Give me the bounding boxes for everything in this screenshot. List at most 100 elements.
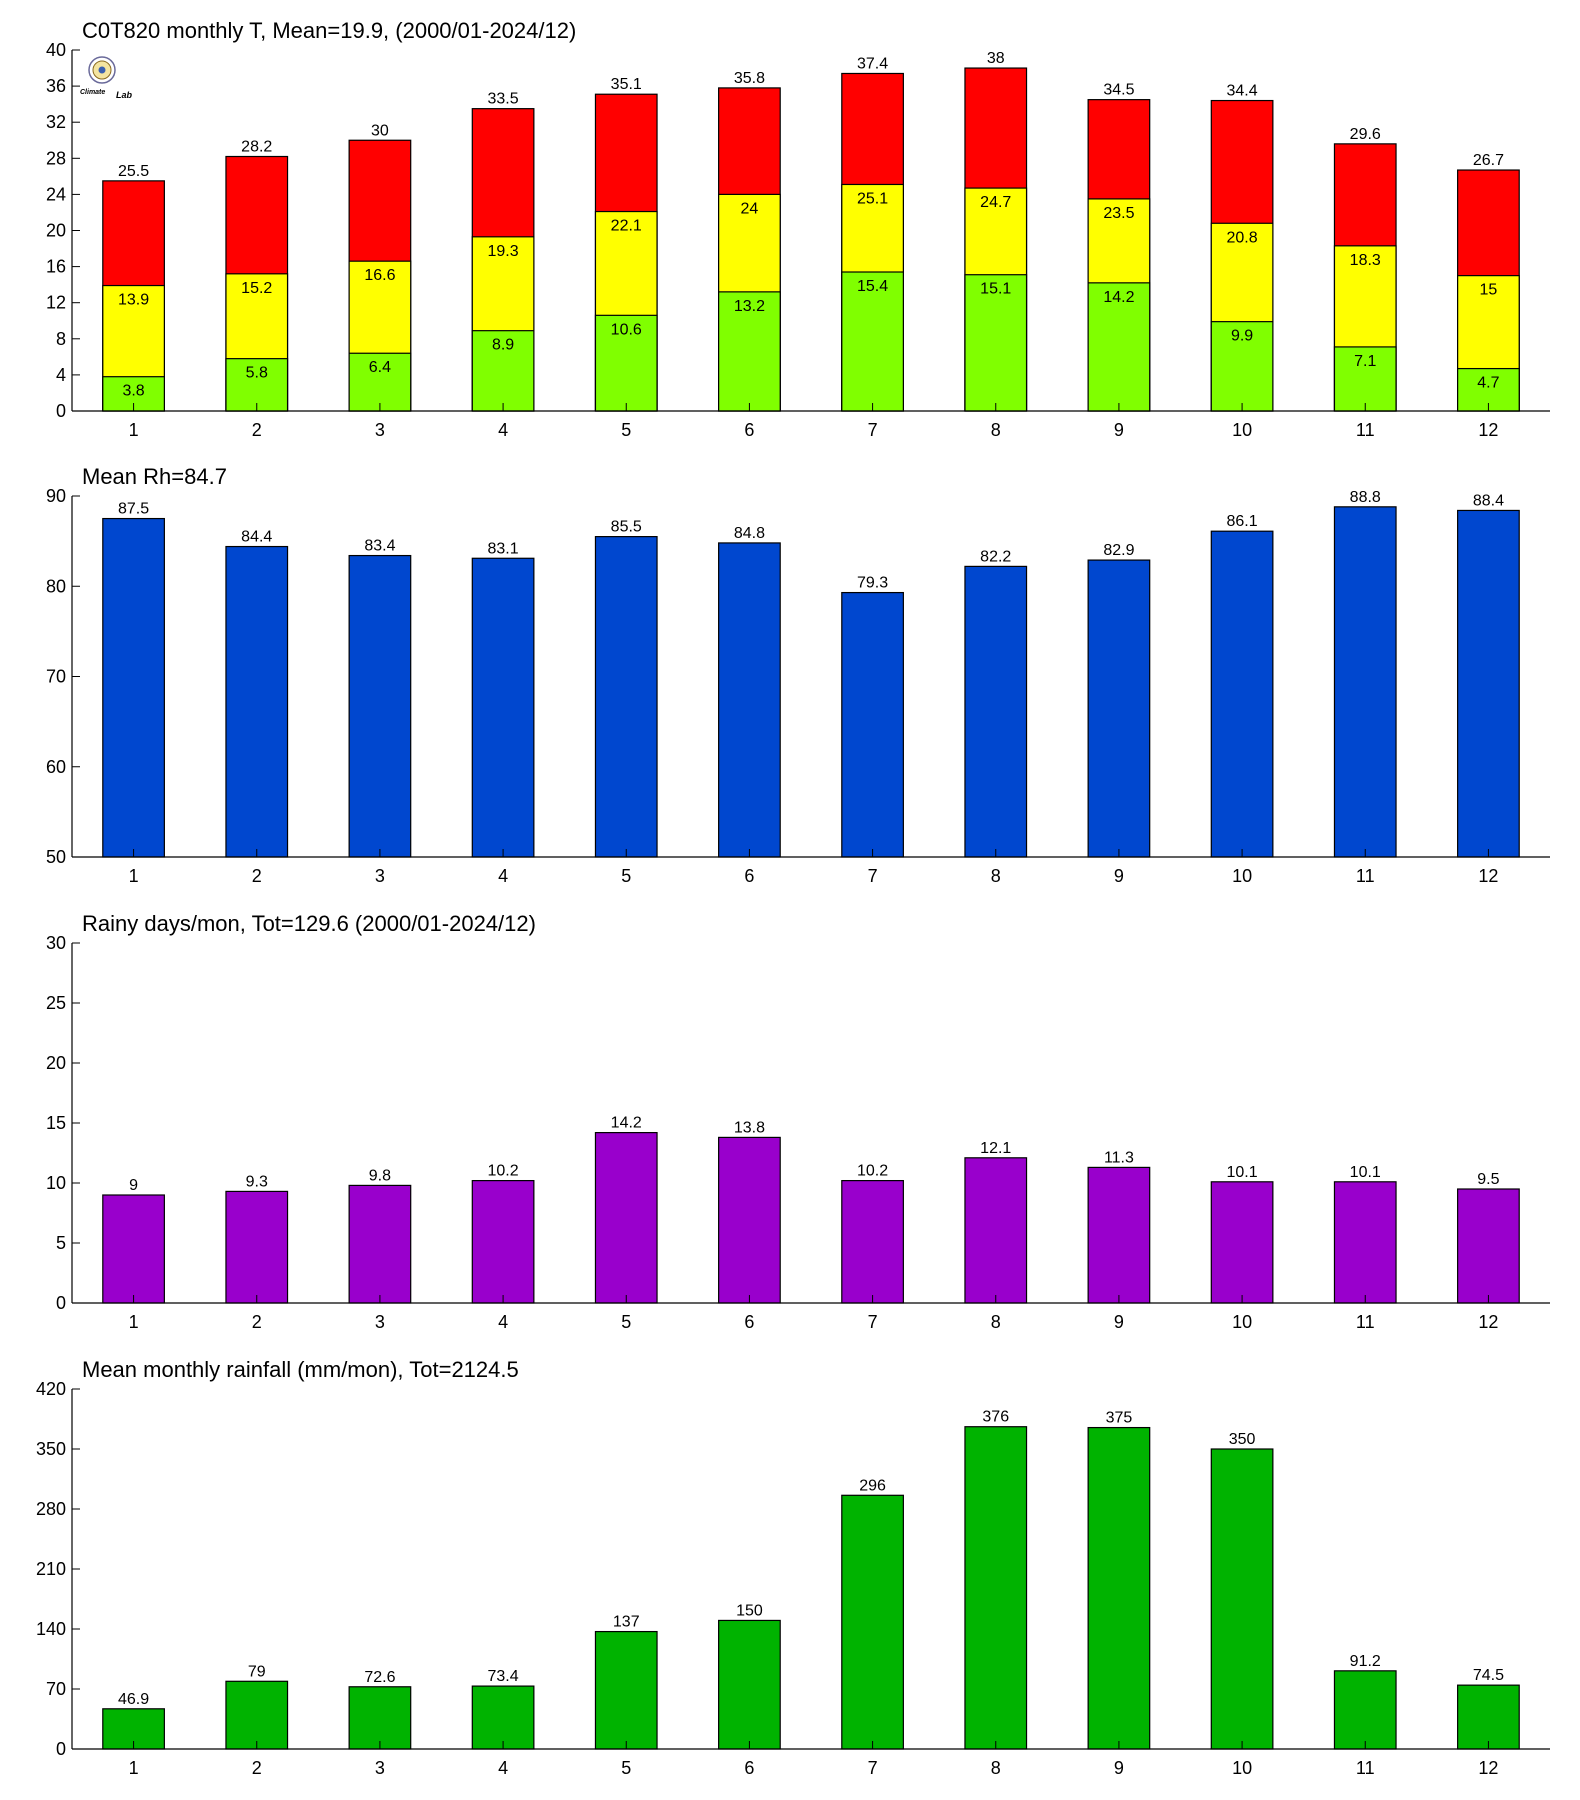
humidity-value-label-s0-m1: 87.5: [118, 501, 149, 518]
temperature-value-label-s2-m11: 7.1: [1354, 353, 1376, 370]
rainfall-xtick-label: 6: [744, 1758, 754, 1778]
humidity-xtick-label: 9: [1114, 866, 1124, 886]
temperature-bar-s2-m4: [471, 330, 535, 412]
temperature-xtick-label: 4: [498, 420, 508, 440]
rainfall-value-label-s0-m3: 72.6: [364, 1669, 395, 1686]
rainfall-chart: Mean monthly rainfall (mm/mon), Tot=2124…: [36, 1357, 1550, 1778]
temperature-value-label-s0-m2: 28.2: [241, 139, 272, 156]
temperature-value-label-s0-m1: 25.5: [118, 163, 149, 180]
temperature-ytick-label: 32: [46, 112, 66, 132]
rainy-days-value-label-s0-m4: 10.2: [488, 1163, 519, 1180]
temperature-ytick-label: 12: [46, 293, 66, 313]
rainy-days-value-label-s0-m2: 9.3: [246, 1173, 268, 1190]
humidity-value-label-s0-m2: 84.4: [241, 529, 272, 546]
temperature-bar-s2-m9: [1087, 282, 1151, 412]
rainy-days-xtick-label: 4: [498, 1312, 508, 1332]
rainy-days-bar-s0-m12: [1457, 1188, 1520, 1304]
temperature-value-label-s1-m10: 20.8: [1227, 229, 1258, 246]
temperature-bar-s2-m5: [594, 314, 658, 412]
temperature-value-label-s1-m3: 16.6: [364, 267, 395, 284]
temperature-value-label-s1-m8: 24.7: [980, 194, 1011, 211]
temperature-value-label-s1-m5: 22.1: [611, 218, 642, 235]
humidity-xtick-label: 2: [252, 866, 262, 886]
rainfall-xtick-label: 7: [868, 1758, 878, 1778]
temperature-value-label-s0-m7: 37.4: [857, 55, 888, 72]
rainy-days-xtick-label: 8: [991, 1312, 1001, 1332]
humidity-bar-s0-m9: [1087, 559, 1151, 858]
temperature-xtick-label: 11: [1356, 420, 1375, 440]
rainfall-bar-s0-m4: [471, 1685, 535, 1750]
humidity-xtick-label: 3: [375, 866, 385, 886]
rainfall-bar-s0-m2: [225, 1680, 289, 1750]
rainfall-value-label-s0-m1: 46.9: [118, 1691, 149, 1708]
temperature-value-label-s2-m5: 10.6: [611, 321, 642, 338]
rainy-days-bar-s0-m7: [841, 1179, 904, 1304]
temperature-value-label-s2-m4: 8.9: [492, 337, 514, 354]
rainy-days-bar-s0-m8: [964, 1157, 1028, 1304]
temperature-value-label-s2-m9: 14.2: [1103, 289, 1134, 306]
rainy-days-bar-s0-m1: [102, 1194, 165, 1304]
rainfall-bar-s0-m1: [102, 1708, 165, 1750]
rainy-days-xtick-label: 7: [868, 1312, 878, 1332]
temperature-value-label-s0-m10: 34.4: [1227, 83, 1258, 100]
rainy-days-xtick-label: 12: [1478, 1312, 1498, 1332]
temperature-ytick-label: 40: [46, 40, 66, 60]
temperature-ytick-label: 16: [46, 257, 66, 277]
rainfall-ytick-label: 280: [36, 1499, 66, 1519]
humidity-title: Mean Rh=84.7: [82, 464, 227, 489]
temperature-value-label-s0-m4: 33.5: [488, 91, 519, 108]
rainy-days-title: Rainy days/mon, Tot=129.6 (2000/01-2024/…: [82, 911, 536, 936]
temperature-value-label-s2-m12: 4.7: [1477, 375, 1499, 392]
humidity-value-label-s0-m6: 84.8: [734, 525, 765, 542]
rainfall-xtick-label: 5: [621, 1758, 631, 1778]
temperature-ytick-label: 0: [56, 401, 66, 421]
temperature-ytick-label: 24: [46, 184, 66, 204]
rainfall-xtick-label: 3: [375, 1758, 385, 1778]
humidity-bar-s0-m5: [594, 536, 658, 858]
rainy-days-value-label-s0-m3: 9.8: [369, 1167, 391, 1184]
rainfall-value-label-s0-m6: 150: [736, 1602, 763, 1619]
humidity-bar-s0-m1: [102, 517, 165, 858]
humidity-bar-s0-m4: [471, 557, 535, 858]
temperature-ytick-label: 28: [46, 148, 66, 168]
rainfall-value-label-s0-m7: 296: [859, 1477, 886, 1494]
humidity-xtick-label: 1: [129, 866, 139, 886]
temperature-value-label-s1-m7: 25.1: [857, 190, 888, 207]
temperature-xtick-label: 1: [129, 420, 139, 440]
rainfall-xtick-label: 12: [1478, 1758, 1498, 1778]
humidity-bar-s0-m11: [1333, 506, 1397, 858]
humidity-ytick-label: 80: [46, 576, 66, 596]
temperature-ytick-label: 8: [56, 329, 66, 349]
temperature-value-label-s2-m10: 9.9: [1231, 328, 1253, 345]
rainy-days-xtick-label: 6: [744, 1312, 754, 1332]
temperature-value-label-s0-m5: 35.1: [611, 76, 642, 93]
temperature-bar-s2-m6: [718, 291, 781, 412]
humidity-xtick-label: 10: [1232, 866, 1252, 886]
humidity-value-label-s0-m4: 83.1: [488, 540, 519, 557]
temperature-bar-s2-m3: [348, 352, 412, 412]
rainy-days-value-label-s0-m11: 10.1: [1350, 1164, 1381, 1181]
temperature-value-label-s2-m3: 6.4: [369, 359, 391, 376]
temperature-chart: C0T820 monthly T, Mean=19.9, (2000/01-20…: [46, 18, 1550, 440]
humidity-value-label-s0-m7: 79.3: [857, 575, 888, 592]
rainfall-xtick-label: 1: [129, 1758, 139, 1778]
humidity-value-label-s0-m3: 83.4: [364, 538, 395, 555]
rainfall-value-label-s0-m10: 350: [1229, 1431, 1256, 1448]
temperature-xtick-label: 6: [744, 420, 754, 440]
humidity-value-label-s0-m8: 82.2: [980, 548, 1011, 565]
humidity-xtick-label: 5: [621, 866, 631, 886]
humidity-value-label-s0-m12: 88.4: [1473, 492, 1504, 509]
rainfall-xtick-label: 11: [1356, 1758, 1375, 1778]
rainy-days-value-label-s0-m7: 10.2: [857, 1163, 888, 1180]
humidity-xtick-label: 7: [868, 866, 878, 886]
temperature-title: C0T820 monthly T, Mean=19.9, (2000/01-20…: [82, 18, 576, 43]
humidity-bar-s0-m6: [718, 542, 781, 858]
station-logo: Climate Lab: [78, 54, 138, 100]
temperature-xtick-label: 7: [868, 420, 878, 440]
humidity-bar-s0-m7: [841, 591, 904, 858]
humidity-value-label-s0-m10: 86.1: [1227, 513, 1258, 530]
temperature-value-label-s1-m12: 15: [1480, 282, 1498, 299]
temperature-ytick-label: 20: [46, 221, 66, 241]
temperature-value-label-s0-m9: 34.5: [1103, 82, 1134, 99]
rainfall-bar-s0-m12: [1457, 1684, 1520, 1750]
